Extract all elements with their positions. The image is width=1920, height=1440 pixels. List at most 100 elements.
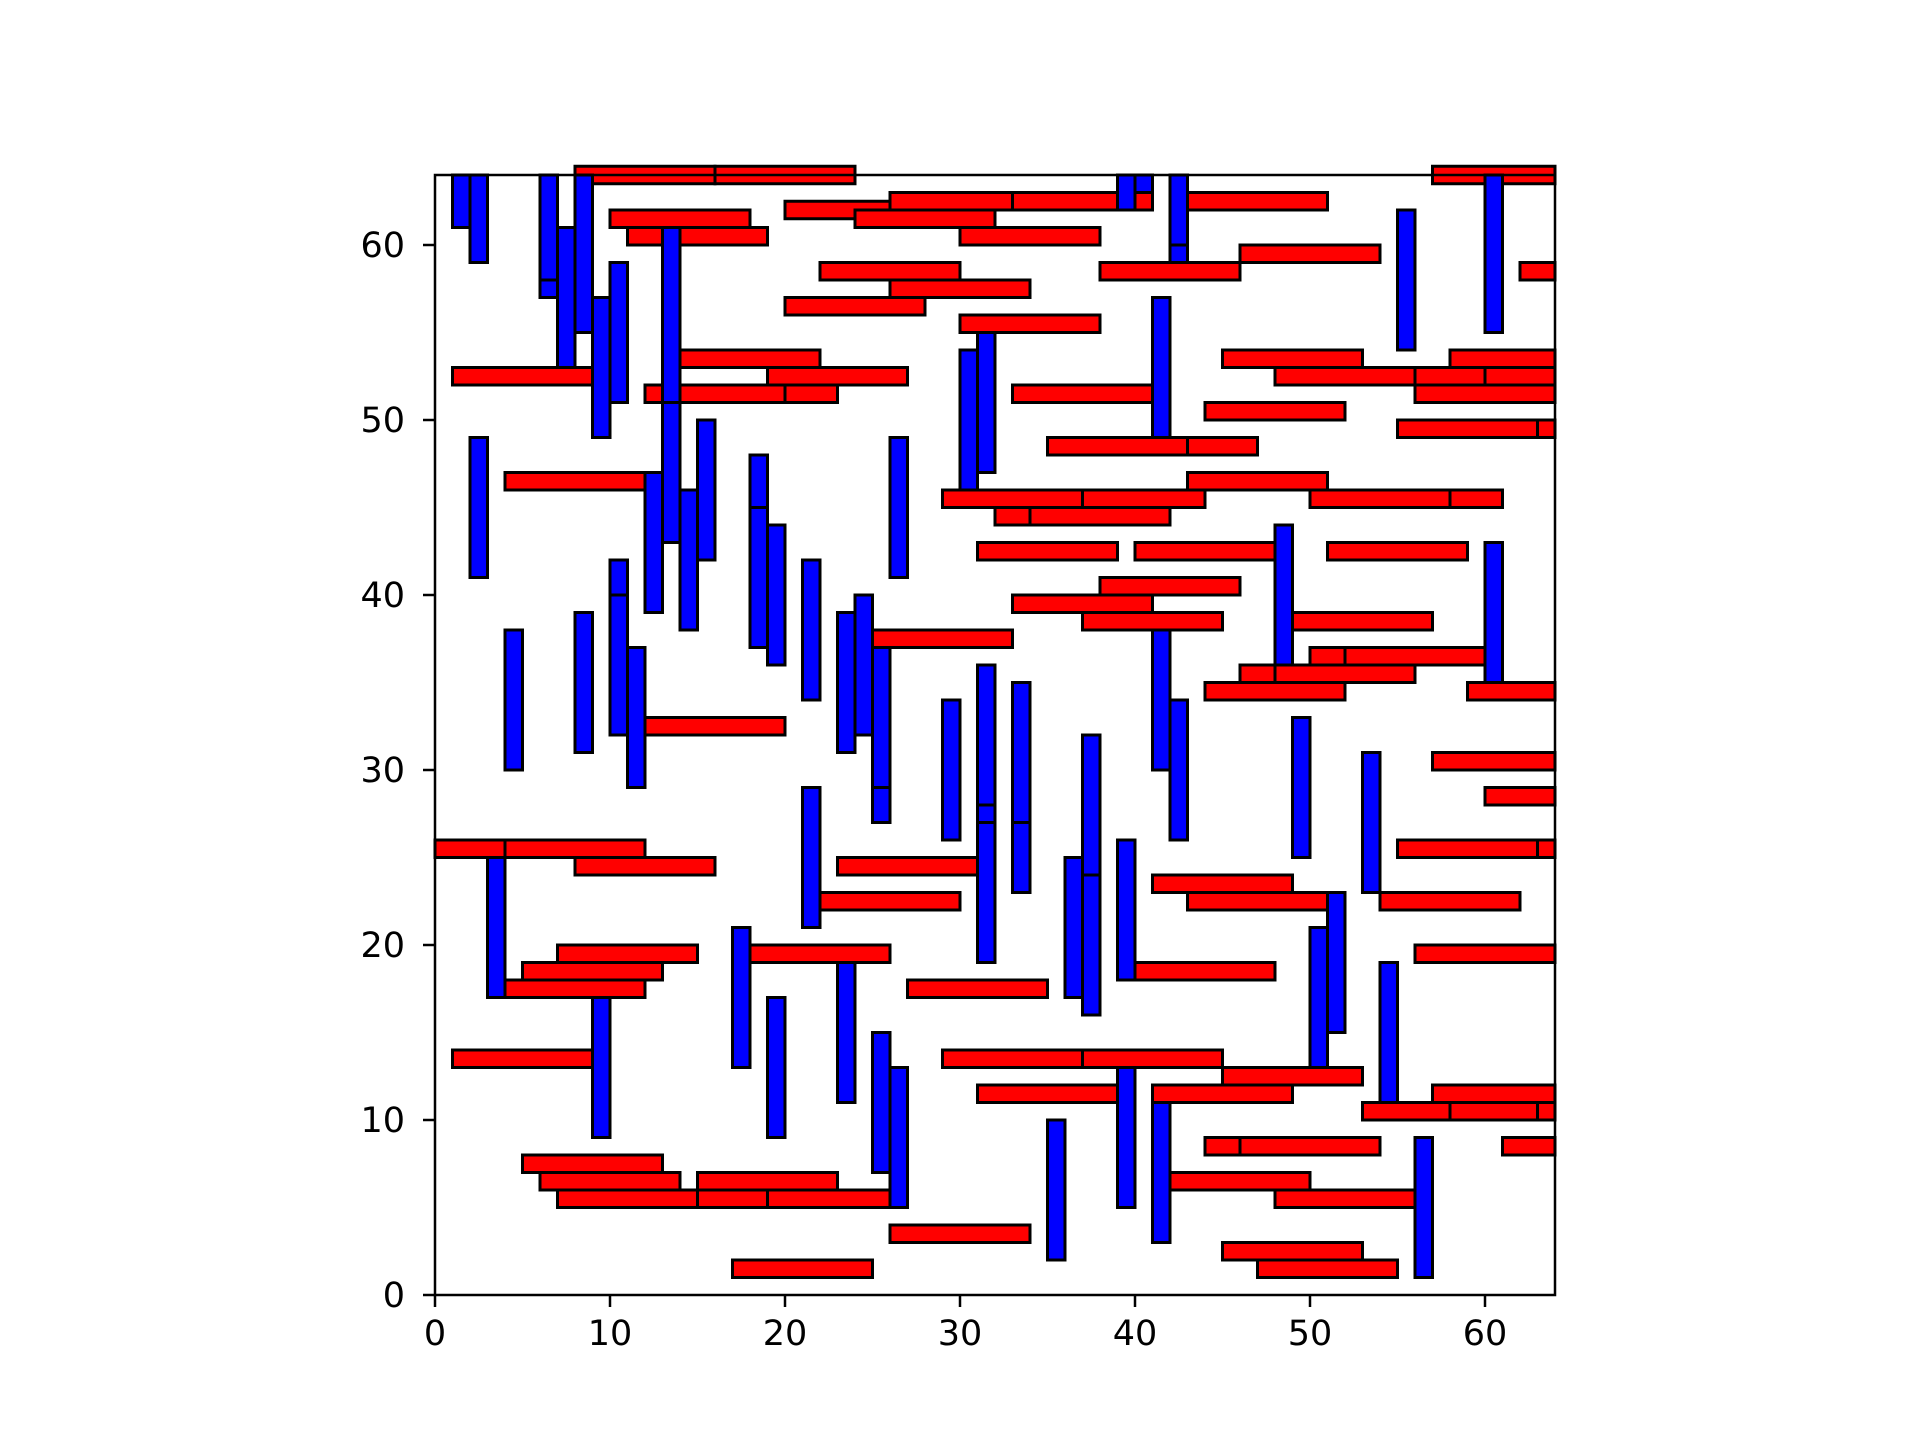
vertical-bar [451, 173, 472, 229]
vertical-bar [468, 436, 489, 579]
vertical-bar [661, 226, 682, 404]
horizontal-bar [521, 1153, 664, 1174]
vertical-bar [1133, 173, 1154, 194]
vertical-bar [1011, 821, 1032, 894]
vertical-bar [468, 173, 489, 264]
vertical-bar [1378, 961, 1399, 1104]
x-tick: 20 [763, 1295, 808, 1354]
x-tick: 50 [1288, 1295, 1332, 1354]
vertical-bar [1483, 173, 1504, 334]
horizontal-bar [1536, 418, 1557, 439]
y-tick-label: 30 [360, 751, 405, 791]
horizontal-bar [503, 471, 647, 492]
vertical-bar [958, 348, 979, 492]
vertical-bar [591, 996, 612, 1139]
horizontal-bar [1011, 383, 1154, 404]
horizontal-bar [1378, 891, 1522, 912]
horizontal-bar [766, 1188, 892, 1209]
horizontal-bar [1501, 1136, 1557, 1157]
x-tick: 30 [938, 1295, 982, 1354]
vertical-bar [1291, 716, 1312, 859]
horizontal-bar [1256, 1258, 1399, 1279]
horizontal-bar [1011, 593, 1154, 614]
horizontal-bar [888, 1223, 1032, 1244]
y-tick: 60 [360, 226, 435, 266]
vertical-bar [1396, 208, 1417, 352]
vertical-bar [748, 453, 769, 509]
vertical-bar [1413, 1136, 1434, 1279]
vertical-bar [1081, 733, 1102, 877]
vertical-bar [871, 646, 892, 789]
y-axis: 0 10 20 30 40 50 60 [360, 226, 435, 1316]
x-tick-label: 60 [1463, 1314, 1508, 1354]
vertical-bar [1063, 856, 1084, 999]
vertical-bar [801, 558, 822, 702]
vertical-bar [1046, 1118, 1067, 1262]
horizontal-bar [1536, 1101, 1557, 1122]
vertical-bar [1116, 838, 1137, 982]
y-tick: 0 [383, 1276, 435, 1316]
horizontal-bar [1343, 646, 1487, 667]
vertical-bar [853, 593, 874, 737]
horizontal-bar [731, 1258, 874, 1279]
horizontal-bar [643, 716, 787, 737]
vertical-bar [766, 996, 787, 1139]
horizontal-bar [1186, 436, 1259, 457]
horizontal-bar [451, 366, 594, 387]
horizontal-bar [871, 628, 1014, 649]
x-tick-label: 0 [424, 1314, 446, 1354]
horizontal-bar [836, 856, 979, 877]
horizontal-bar [696, 1188, 769, 1209]
vertical-bar [486, 856, 507, 999]
vertical-bar [766, 523, 787, 667]
horizontal-bar [1168, 1171, 1312, 1192]
vertical-bar [836, 611, 857, 754]
horizontal-bar [1448, 488, 1504, 509]
vertical-bar [888, 1066, 909, 1209]
horizontal-bar [1466, 681, 1557, 702]
vertical-bar [1168, 173, 1189, 247]
axes-frame [433, 173, 1557, 1297]
vertical-bar [1308, 926, 1329, 1069]
vertical-bar [608, 261, 629, 404]
horizontal-bar [1396, 418, 1539, 439]
horizontal-bar [766, 366, 909, 387]
horizontal-bar [1203, 1136, 1242, 1157]
horizontal-bar [1483, 366, 1557, 387]
horizontal-bar [1238, 243, 1382, 264]
horizontal-bar [1081, 611, 1224, 632]
x-tick-label: 20 [763, 1314, 808, 1354]
vertical-bar [748, 506, 769, 649]
horizontal-bar [1413, 383, 1557, 404]
vertical-bar [591, 296, 612, 439]
horizontal-bar [1518, 261, 1557, 282]
horizontal-bar [451, 1048, 594, 1069]
vertical-bars [451, 173, 1504, 1279]
x-axis: 0 10 20 30 40 50 60 [424, 1295, 1507, 1354]
y-tick-label: 10 [360, 1101, 405, 1141]
vertical-bar [1361, 751, 1382, 894]
vertical-bar [888, 436, 909, 579]
horizontal-bar [678, 348, 822, 369]
horizontal-bar [1308, 488, 1452, 509]
horizontal-bar [993, 506, 1032, 527]
horizontal-bar [1186, 191, 1329, 212]
x-tick: 0 [424, 1295, 446, 1354]
horizontal-bar [1151, 873, 1294, 894]
vertical-bar [556, 226, 577, 369]
x-tick-label: 10 [588, 1314, 633, 1354]
horizontal-bar [1396, 838, 1539, 859]
horizontal-bar [1273, 1188, 1417, 1209]
y-tick-label: 50 [360, 401, 405, 441]
horizontal-bar [626, 226, 769, 247]
horizontal-bar [1238, 663, 1277, 684]
horizontal-bar [976, 1083, 1119, 1104]
vertical-bar [626, 646, 647, 789]
horizontal-bar [748, 943, 892, 964]
vertical-bar [1116, 1066, 1137, 1209]
horizontal-bar [1536, 838, 1557, 859]
x-tick: 60 [1463, 1295, 1508, 1354]
horizontal-bar [503, 978, 647, 999]
vertical-bar [976, 663, 997, 807]
